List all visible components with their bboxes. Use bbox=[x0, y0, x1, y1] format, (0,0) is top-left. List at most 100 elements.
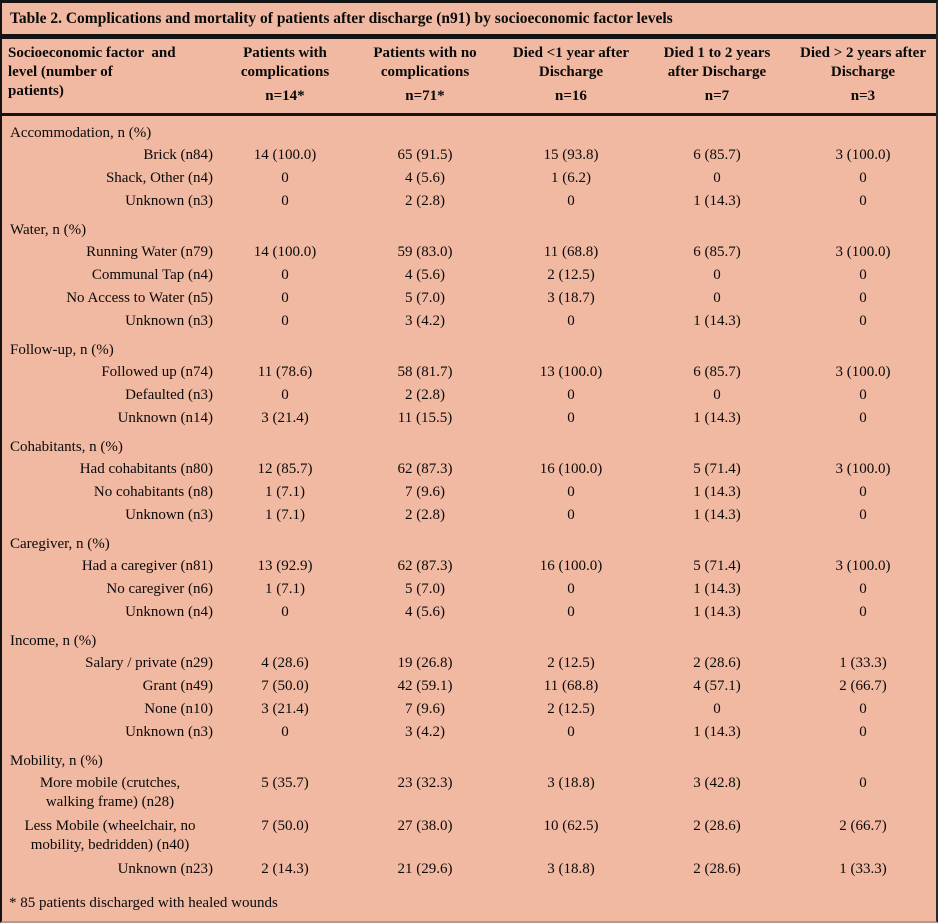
row-value: 6 (85.7) bbox=[693, 147, 741, 163]
table-row: Shack, Other (n4) 0 4 (5.6) 1 (6.2) 0 0 bbox=[2, 167, 936, 190]
factor-group-label: Cohabitants, n (%) bbox=[10, 439, 123, 455]
row-value: 0 bbox=[713, 267, 721, 283]
row-value: 27 (38.0) bbox=[397, 818, 453, 834]
row-label: None (n10) bbox=[144, 701, 213, 717]
row-value: 23 (32.3) bbox=[397, 775, 453, 791]
row-value: 4 (5.6) bbox=[405, 267, 445, 283]
row-value: 6 (85.7) bbox=[693, 244, 741, 260]
row-label: Had cohabitants (n80) bbox=[79, 461, 213, 477]
table-row: Unknown (n14) 3 (21.4) 11 (15.5) 0 1 (14.3) 0 bbox=[2, 407, 936, 430]
row-value: 0 bbox=[567, 507, 575, 523]
row-value: 1 (7.1) bbox=[265, 484, 305, 500]
row-label: No caregiver (n6) bbox=[106, 581, 213, 597]
table-row: No caregiver (n6) 1 (7.1) 5 (7.0) 0 1 (14.3)… bbox=[2, 578, 936, 601]
table-row: Salary / private (n29) 4 (28.6) 19 (26.8) 2… bbox=[2, 652, 936, 675]
row-label: Less Mobile (wheelchair, no mobility, be… bbox=[24, 818, 196, 853]
table-row: None (n10) 3 (21.4) 7 (9.6) 2 (12.5) 0 0 bbox=[2, 698, 936, 721]
row-value: 0 bbox=[567, 193, 575, 209]
table-row: Had cohabitants (n80) 12 (85.7) 62 (87.3) 1… bbox=[2, 458, 936, 481]
row-value: 2 (14.3) bbox=[261, 861, 309, 877]
row-value: 21 (29.6) bbox=[397, 861, 453, 877]
table-row: Unknown (n3) 1 (7.1) 2 (2.8) 0 1 (14.3) 0 bbox=[2, 504, 936, 527]
row-value: 2 (2.8) bbox=[405, 507, 445, 523]
row-value: 4 (57.1) bbox=[693, 678, 741, 694]
table-title: Table 2. Complications and mortality of … bbox=[2, 3, 936, 39]
column-header-label: Patients with complications bbox=[240, 45, 330, 80]
row-value: 10 (62.5) bbox=[543, 818, 599, 834]
factor-group-label: Accommodation, n (%) bbox=[10, 125, 152, 141]
column-header-label: Died <1 year after Discharge bbox=[512, 45, 630, 80]
row-value: 11 (68.8) bbox=[543, 244, 599, 260]
column-header-died-1to2yr: Died 1 to 2 years after Discharge n=7 bbox=[644, 44, 790, 106]
row-value: 3 (100.0) bbox=[835, 558, 891, 574]
table-row: Running Water (n79) 14 (100.0) 59 (83.0) 11… bbox=[2, 241, 936, 264]
column-header-factor: Socioeconomic factor and level (number o… bbox=[2, 44, 218, 106]
factor-group-label: Caregiver, n (%) bbox=[10, 536, 110, 552]
table-body: Accommodation, n (%) Brick (n84) 14 (100.0… bbox=[2, 116, 936, 881]
row-value: 2 (12.5) bbox=[547, 267, 595, 283]
row-value: 15 (93.8) bbox=[543, 147, 599, 163]
row-value: 0 bbox=[567, 313, 575, 329]
row-value: 4 (28.6) bbox=[261, 655, 309, 671]
factor-group-label: Water, n (%) bbox=[10, 222, 87, 238]
row-value: 0 bbox=[281, 193, 289, 209]
row-value: 1 (7.1) bbox=[265, 581, 305, 597]
column-header-factor-line: Socioeconomic factor and bbox=[8, 45, 176, 61]
row-value: 5 (71.4) bbox=[693, 558, 741, 574]
row-value: 5 (7.0) bbox=[405, 290, 445, 306]
row-value: 62 (87.3) bbox=[397, 558, 453, 574]
row-value: 0 bbox=[859, 724, 867, 740]
table-row: Unknown (n3) 0 3 (4.2) 0 1 (14.3) 0 bbox=[2, 310, 936, 333]
row-label: Brick (n84) bbox=[143, 147, 213, 163]
row-label: Unknown (n23) bbox=[117, 861, 213, 877]
row-value: 0 bbox=[281, 724, 289, 740]
row-value: 0 bbox=[859, 507, 867, 523]
row-value: 11 (78.6) bbox=[257, 364, 313, 380]
row-value: 7 (50.0) bbox=[261, 818, 309, 834]
factor-group-label: Mobility, n (%) bbox=[10, 753, 103, 769]
row-value: 3 (100.0) bbox=[835, 244, 891, 260]
row-value: 12 (85.7) bbox=[257, 461, 313, 477]
row-value: 2 (28.6) bbox=[693, 818, 741, 834]
row-value: 65 (91.5) bbox=[397, 147, 453, 163]
row-value: 14 (100.0) bbox=[253, 244, 317, 260]
row-value: 0 bbox=[859, 290, 867, 306]
row-label: Grant (n49) bbox=[142, 678, 213, 694]
row-value: 3 (42.8) bbox=[693, 775, 741, 791]
row-value: 59 (83.0) bbox=[397, 244, 453, 260]
row-value: 3 (21.4) bbox=[261, 410, 309, 426]
row-value: 0 bbox=[567, 581, 575, 597]
row-value: 7 (9.6) bbox=[405, 484, 445, 500]
row-value: 2 (12.5) bbox=[547, 655, 595, 671]
row-label: Unknown (n3) bbox=[125, 507, 213, 523]
row-label: Running Water (n79) bbox=[86, 244, 213, 260]
row-value: 7 (50.0) bbox=[261, 678, 309, 694]
row-label: Shack, Other (n4) bbox=[105, 170, 213, 186]
table-row: Defaulted (n3) 0 2 (2.8) 0 0 0 bbox=[2, 384, 936, 407]
row-label: Unknown (n3) bbox=[125, 724, 213, 740]
row-value: 1 (14.3) bbox=[693, 724, 741, 740]
column-header-no-complications: Patients with no complications n=71* bbox=[352, 44, 498, 106]
row-value: 2 (28.6) bbox=[693, 655, 741, 671]
row-value: 5 (7.0) bbox=[405, 581, 445, 597]
table-row: Brick (n84) 14 (100.0) 65 (91.5) 15 (93.8) 6… bbox=[2, 144, 936, 167]
column-header-label: Patients with no complications bbox=[373, 45, 477, 80]
row-value: 5 (71.4) bbox=[693, 461, 741, 477]
row-value: 0 bbox=[859, 387, 867, 403]
row-value: 0 bbox=[713, 701, 721, 717]
row-value: 0 bbox=[567, 724, 575, 740]
row-value: 1 (6.2) bbox=[551, 170, 591, 186]
row-value: 0 bbox=[859, 775, 867, 791]
row-value: 0 bbox=[859, 604, 867, 620]
row-value: 0 bbox=[281, 604, 289, 620]
column-header-n: n=14* bbox=[265, 88, 305, 104]
row-value: 3 (18.7) bbox=[547, 290, 595, 306]
row-value: 3 (100.0) bbox=[835, 147, 891, 163]
row-value: 2 (66.7) bbox=[839, 818, 887, 834]
table-row: Unknown (n3) 0 2 (2.8) 0 1 (14.3) 0 bbox=[2, 190, 936, 213]
column-header-n: n=71* bbox=[405, 88, 445, 104]
row-value: 2 (2.8) bbox=[405, 387, 445, 403]
row-value: 2 (28.6) bbox=[693, 861, 741, 877]
row-value: 3 (100.0) bbox=[835, 364, 891, 380]
table-row: Had a caregiver (n81) 13 (92.9) 62 (87.3) 1… bbox=[2, 555, 936, 578]
